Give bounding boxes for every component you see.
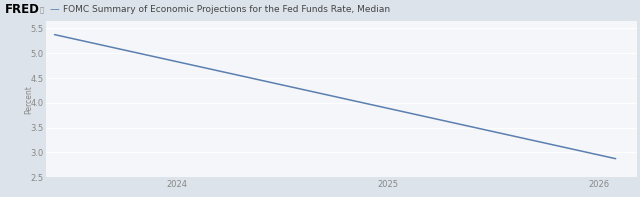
Text: FOMC Summary of Economic Projections for the Fed Funds Rate, Median: FOMC Summary of Economic Projections for… xyxy=(63,5,390,14)
Text: —: — xyxy=(50,4,60,14)
Text: FRED: FRED xyxy=(5,3,40,16)
Text: 📈: 📈 xyxy=(40,7,44,13)
Y-axis label: Percent: Percent xyxy=(24,85,33,113)
